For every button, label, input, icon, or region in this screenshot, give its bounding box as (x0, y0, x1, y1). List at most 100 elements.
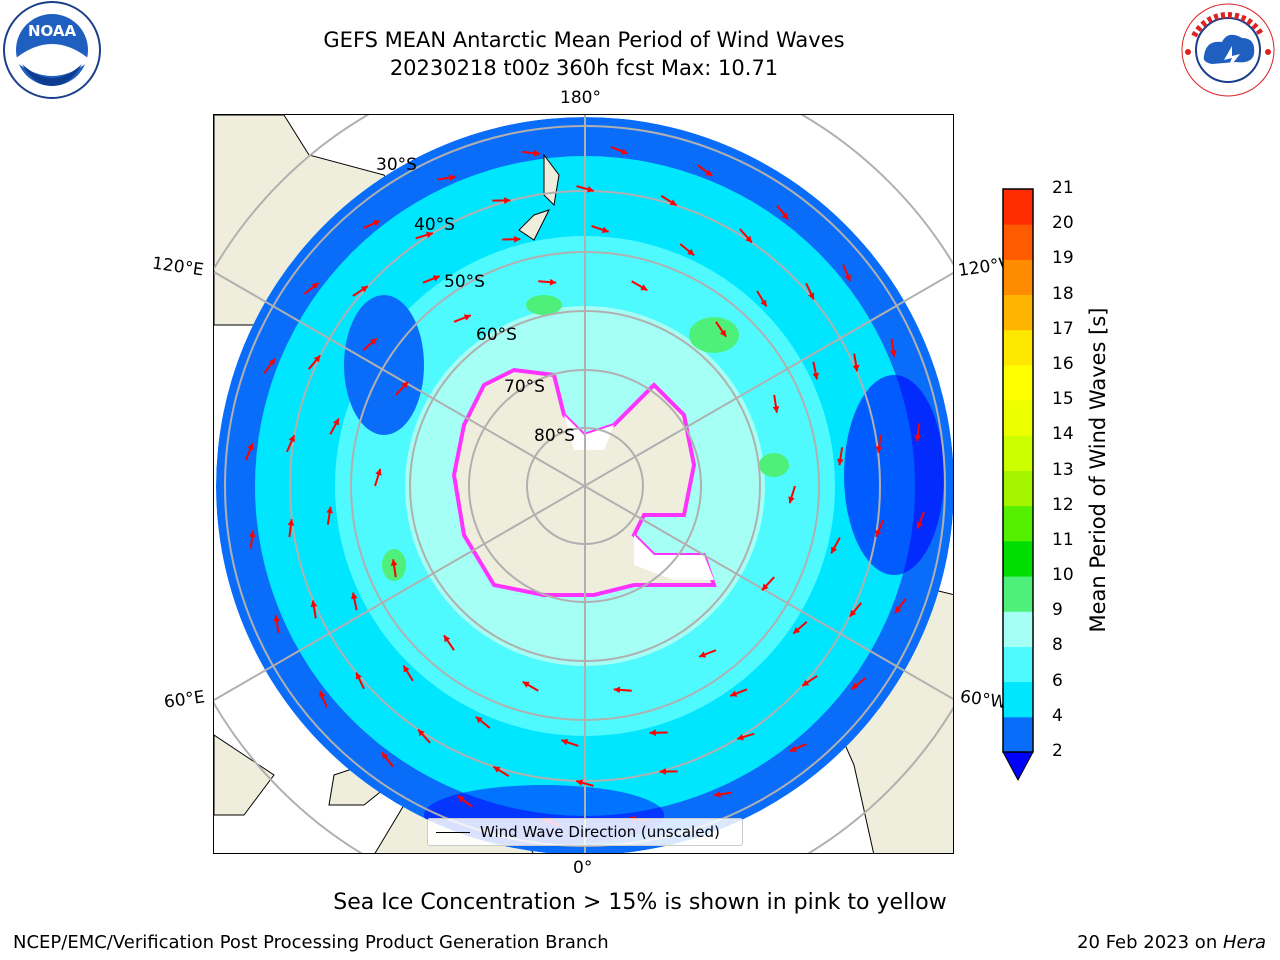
wave-arrow-head (449, 174, 456, 182)
wave-arrow-head (326, 506, 333, 514)
lon-label-180: 180° (560, 88, 601, 108)
wave-arrow-head (355, 672, 362, 680)
colorbar-cell (1003, 400, 1033, 436)
wave-arrow-head (851, 682, 859, 690)
wave-arrow-head (561, 738, 569, 746)
wave-arrow-head (714, 790, 721, 798)
wave-arrow-head (288, 435, 295, 443)
wave-arrow-head (699, 651, 707, 658)
colorbar-cell (1003, 716, 1033, 753)
colorbar (1002, 188, 1034, 782)
wave-arrow-head (432, 275, 440, 282)
wave-arrow-head (760, 299, 767, 307)
colorbar-tick-label: 12 (1052, 494, 1074, 515)
wave-arrow-head (669, 199, 677, 206)
colorbar-label: Mean Period of Wind Waves [s] (1086, 307, 1110, 633)
wave-arrow-head (852, 364, 860, 372)
wave-arrow-head (745, 235, 752, 243)
wave-arrow-head (268, 358, 275, 366)
footer-date-text: 20 Feb 2023 on (1077, 932, 1223, 953)
colorbar-tick-label: 15 (1052, 389, 1074, 410)
colorbar-tick-label: 10 (1052, 565, 1074, 586)
wave-arrow-head (463, 314, 471, 321)
colorbar-cell (1003, 681, 1033, 718)
lat-label-60s: 60°S (476, 325, 517, 345)
colorbar-tick-label: 17 (1052, 318, 1074, 339)
wave-arrow-head (403, 665, 410, 673)
colorbar-cell (1003, 611, 1033, 647)
colorbar-cell (1003, 259, 1033, 296)
lat-label-50s: 50°S (444, 272, 485, 292)
wave-arrow-head (640, 284, 648, 291)
wave-arrow-head (719, 329, 727, 337)
colorbar-tick-label: 16 (1052, 353, 1074, 374)
noaa-logo: NOAA (3, 1, 101, 99)
colorbar-tick-label: 9 (1052, 600, 1063, 621)
colorbar-cell (1003, 646, 1033, 683)
wave-arrow-head (613, 686, 621, 694)
colorbar-under-arrow (1002, 751, 1034, 782)
wave-arrow-head (522, 681, 530, 688)
map-panel: 30°S 40°S 50°S 60°S 70°S 80°S (213, 114, 954, 854)
wave-arrow-head (601, 226, 609, 234)
wave-arrow-head (837, 458, 844, 466)
wave-arrow-head (426, 231, 433, 239)
colorbar-cell (1003, 470, 1033, 507)
wave-arrow-head (730, 690, 738, 697)
wave-arrow-head (844, 274, 851, 282)
footer-credit: NCEP/EMC/Verification Post Processing Pr… (13, 932, 609, 953)
colorbar-tick-label: 20 (1052, 213, 1074, 234)
title-line-1: GEFS MEAN Antarctic Mean Period of Wind … (323, 28, 845, 52)
wave-arrow-head (788, 496, 795, 504)
wave-arrow-head (620, 148, 628, 155)
map-legend: Wind Wave Direction (unscaled) (427, 818, 743, 846)
colorbar-cell (1003, 329, 1033, 366)
colorbar-cell (1003, 224, 1033, 260)
wave-arrow-head (812, 372, 820, 380)
colorbar-cell (1003, 364, 1033, 401)
wave-arrow-head (247, 443, 254, 451)
wave-arrow-head (514, 235, 521, 243)
wave-arrow-head (761, 583, 769, 591)
wind-wave-arrows (245, 146, 925, 826)
graticule (214, 115, 953, 853)
wave-arrow-head (895, 606, 902, 614)
wave-arrow-head (808, 292, 815, 300)
colorbar-cell (1003, 576, 1033, 612)
wave-arrow-head (273, 615, 281, 622)
wave-arrow-head (350, 592, 358, 600)
wave-arrow-head (504, 197, 511, 204)
wave-arrow-head (705, 169, 713, 176)
colorbar-tick-label: 21 (1052, 178, 1074, 198)
wave-arrow-head (831, 546, 838, 554)
wave-arrow-head (332, 418, 339, 426)
noaa-logo-text: NOAA (28, 22, 77, 40)
wave-arrow-head (687, 248, 695, 256)
wave-arrow-head (248, 530, 256, 538)
sea-ice-note: Sea Ice Concentration > 15% is shown in … (333, 890, 947, 915)
wave-arrow-head (375, 468, 382, 476)
lat-label-70s: 70°S (504, 377, 545, 397)
nws-logo (1181, 3, 1275, 97)
wave-arrow-head (390, 559, 398, 566)
legend-label: Wind Wave Direction (unscaled) (480, 823, 720, 841)
wave-arrow-head (313, 355, 321, 363)
legend-line-swatch (436, 831, 470, 833)
wave-arrow-head (457, 796, 465, 803)
wave-arrow-head (319, 690, 326, 698)
wave-arrow-head (649, 729, 656, 737)
wave-arrow-head (875, 446, 883, 453)
wave-arrow-head (576, 779, 583, 786)
colorbar-tick-label: 8 (1052, 635, 1063, 656)
ross-sea-ice (564, 415, 614, 450)
wave-arrow-head (793, 627, 801, 634)
wave-arrow-head (533, 149, 541, 157)
wave-arrow-head (849, 609, 857, 617)
wave-arrow-head (875, 529, 882, 537)
colorbar-cell (1003, 540, 1033, 577)
wave-arrow-head (373, 220, 381, 227)
wave-arrow-head (287, 519, 295, 526)
colorbar-tick-label: 11 (1052, 529, 1074, 550)
colorbar-cell (1003, 294, 1033, 331)
colorbar-tick-label: 14 (1052, 424, 1074, 445)
